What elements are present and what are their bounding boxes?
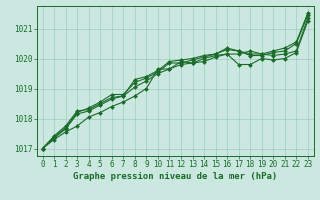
X-axis label: Graphe pression niveau de la mer (hPa): Graphe pression niveau de la mer (hPa) xyxy=(73,172,277,181)
